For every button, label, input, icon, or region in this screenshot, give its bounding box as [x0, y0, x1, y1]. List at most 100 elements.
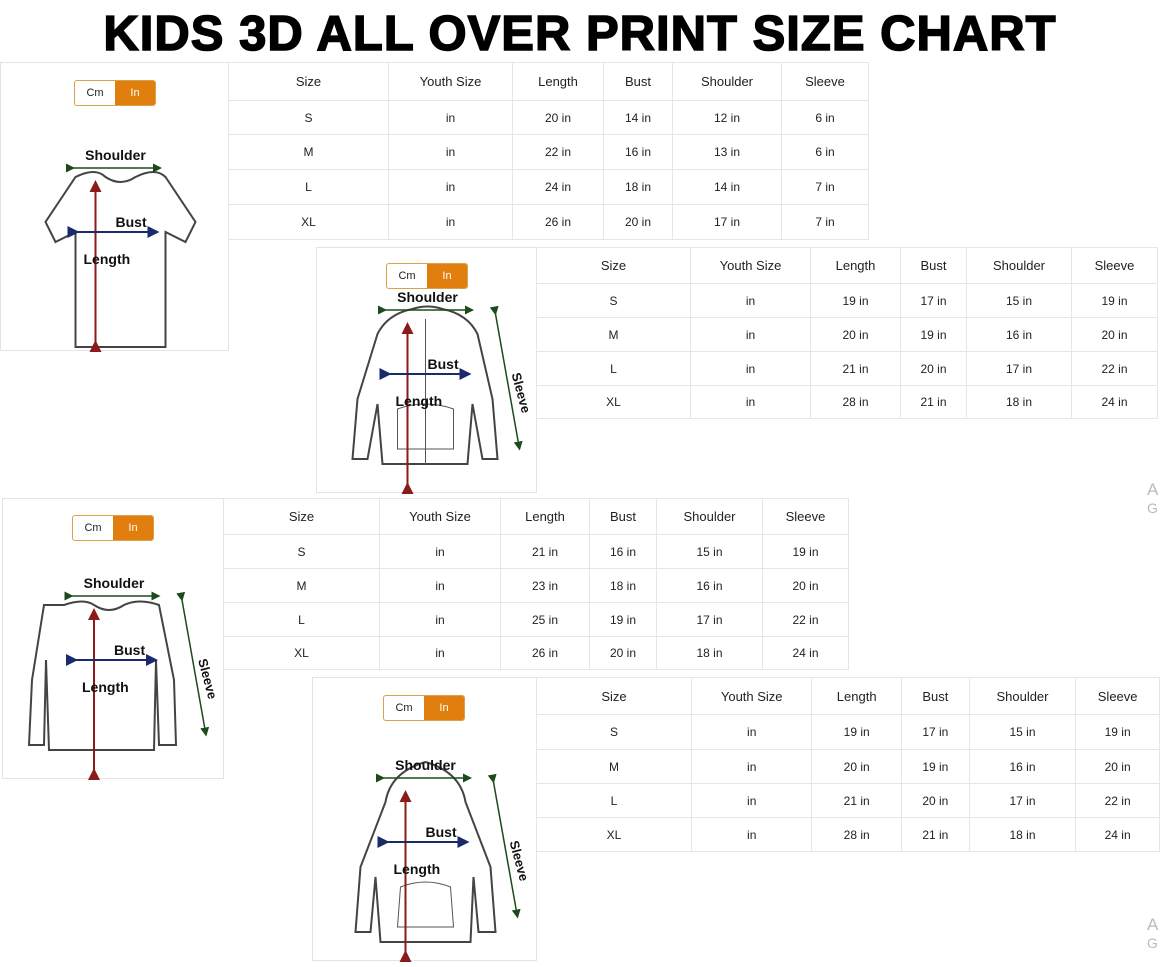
column-header: Length	[512, 62, 604, 101]
column-header: Youth Size	[388, 62, 513, 101]
table-cell: 19 in	[1071, 283, 1158, 318]
table-cell: M	[536, 317, 691, 352]
table-cell: XL	[228, 204, 389, 240]
table-row: XL in 28 in 21 in 18 in 24 in	[536, 385, 1158, 419]
table-cell: 20 in	[762, 568, 849, 603]
table-cell: 20 in	[512, 100, 604, 135]
column-header: Size	[536, 247, 691, 284]
zip-hoodie-icon: Shoulder Bust Length Sleeve	[351, 289, 534, 494]
bust-label: Bust	[428, 356, 459, 372]
table-cell: 18 in	[656, 636, 763, 670]
table-cell: 17 in	[656, 602, 763, 637]
table-cell: 7 in	[781, 204, 869, 240]
unit-cm-option[interactable]: Cm	[395, 702, 413, 714]
table-cell: 6 in	[781, 100, 869, 135]
table-cell: 7 in	[781, 169, 869, 205]
table-cell: in	[691, 783, 813, 818]
unit-in-option[interactable]: In	[115, 81, 155, 105]
table-cell: in	[690, 385, 811, 419]
table-cell: 21 in	[500, 534, 590, 569]
unit-toggle[interactable]: Cm In	[74, 80, 156, 106]
table-cell: 19 in	[811, 714, 902, 750]
t-shirt-icon: Shoulder Bust Length	[44, 147, 197, 352]
t-shirt-diagram: Shoulder Bust Length	[0, 62, 229, 352]
table-cell: 13 in	[672, 134, 782, 170]
long-sleeve-diagram: Shoulder Bust Length Sleeve	[2, 498, 224, 780]
table-cell: L	[223, 602, 380, 637]
shoulder-label: Shoulder	[84, 575, 145, 591]
table-cell: 16 in	[656, 568, 763, 603]
table-cell: in	[690, 317, 811, 352]
table-header-row: Size Youth Size Length Bust Shoulder Sleeve	[535, 677, 1160, 715]
table-cell: 24 in	[1075, 817, 1160, 852]
table-cell: 21 in	[900, 385, 967, 419]
column-header: Size	[535, 677, 693, 715]
table-cell: in	[388, 100, 513, 135]
table-cell: 28 in	[811, 817, 902, 852]
column-header: Youth Size	[691, 677, 813, 715]
unit-toggle[interactable]: Cm In	[386, 263, 468, 289]
table-cell: 14 in	[672, 169, 782, 205]
table-cell: M	[228, 134, 389, 170]
table-cell: 19 in	[901, 749, 970, 784]
table-cell: 24 in	[1071, 385, 1158, 419]
unit-in-option[interactable]: In	[424, 696, 464, 720]
table-cell: 24 in	[512, 169, 604, 205]
column-header: Length	[810, 247, 901, 284]
page-title: KIDS 3D ALL OVER PRINT SIZE CHART	[103, 6, 1057, 62]
table-cell: 20 in	[603, 204, 673, 240]
unit-in-option[interactable]: In	[427, 264, 467, 288]
table-cell: 6 in	[781, 134, 869, 170]
column-header: Youth Size	[690, 247, 811, 284]
table-cell: 20 in	[900, 351, 967, 386]
long-sleeve-icon: Shoulder Bust Length Sleeve	[27, 575, 220, 780]
table-cell: in	[691, 749, 813, 784]
unit-cm-option[interactable]: Cm	[86, 87, 104, 99]
table-cell: 17 in	[968, 783, 1077, 818]
unit-toggle[interactable]: Cm In	[72, 515, 154, 541]
unit-in-option[interactable]: In	[113, 516, 153, 540]
column-header: Bust	[603, 62, 673, 101]
table-cell: 17 in	[900, 283, 967, 318]
table-cell: S	[536, 283, 691, 318]
table-cell: in	[690, 283, 811, 318]
shoulder-label: Shoulder	[397, 289, 458, 305]
table-cell: M	[223, 568, 380, 603]
table-cell: 18 in	[968, 817, 1077, 852]
column-header: Size	[228, 62, 389, 101]
table-cell: 12 in	[672, 100, 782, 135]
column-header: Bust	[901, 677, 970, 715]
table-cell: 19 in	[1075, 714, 1160, 750]
unit-toggle[interactable]: Cm In	[383, 695, 465, 721]
table-cell: 21 in	[901, 817, 970, 852]
shoulder-label: Shoulder	[395, 757, 456, 773]
table-row: XL in 26 in 20 in 18 in 24 in	[223, 636, 849, 670]
table-row: XL in 28 in 21 in 18 in 24 in	[535, 817, 1160, 852]
shoulder-label: Shoulder	[85, 147, 146, 163]
table-cell: 21 in	[810, 351, 901, 386]
table-cell: 25 in	[500, 602, 590, 637]
table-cell: 26 in	[512, 204, 604, 240]
table-cell: 22 in	[1075, 783, 1160, 818]
table-cell: 26 in	[500, 636, 590, 670]
table-cell: S	[223, 534, 380, 569]
unit-cm-option[interactable]: Cm	[398, 270, 416, 282]
unit-cm-option[interactable]: Cm	[84, 522, 102, 534]
table-cell: in	[388, 204, 513, 240]
column-header: Size	[223, 498, 380, 535]
table-cell: 18 in	[589, 568, 657, 603]
pullover-hoodie-icon: Shoulder Bust Length Sleeve	[354, 757, 532, 962]
table-cell: 22 in	[512, 134, 604, 170]
